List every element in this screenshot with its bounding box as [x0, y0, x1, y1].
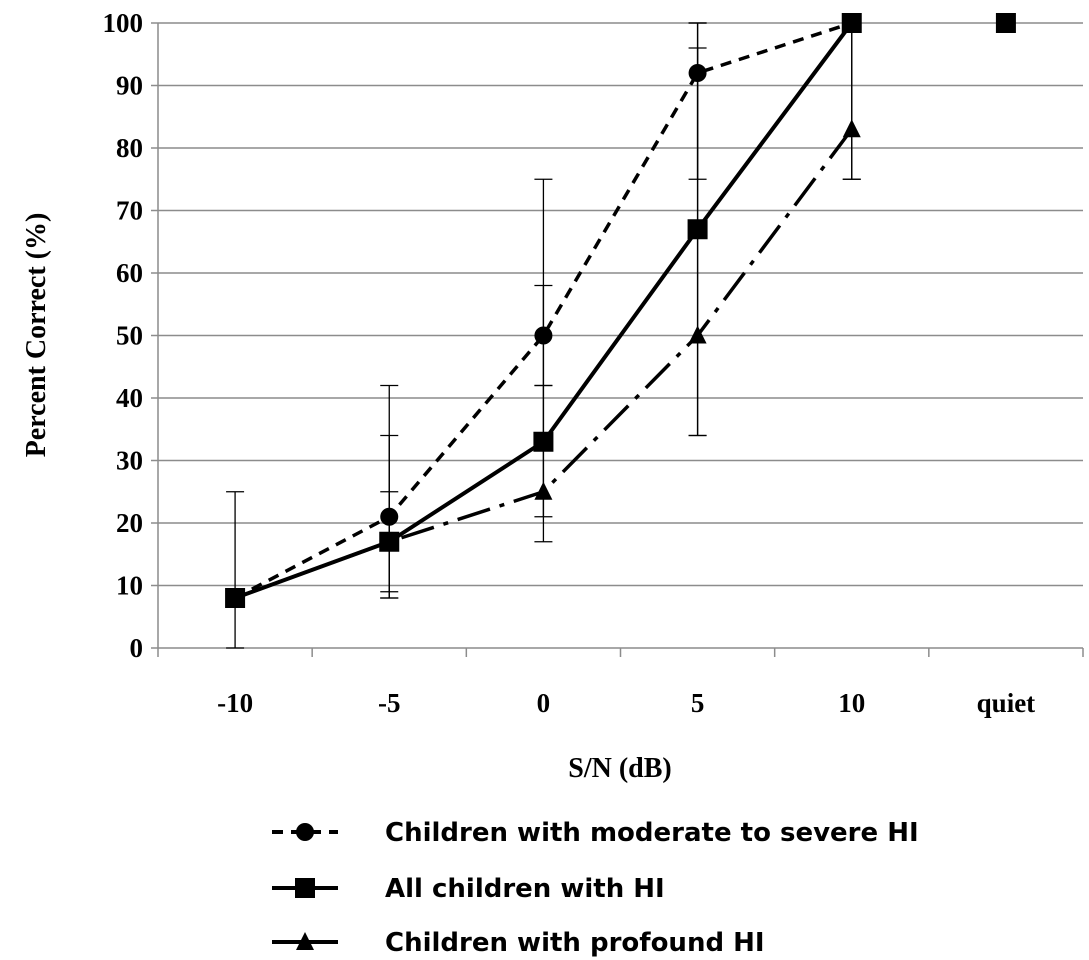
x-tick-label: -10: [217, 688, 253, 718]
y-tick-label: 50: [116, 321, 143, 351]
data-point-square: [841, 13, 862, 33]
legend-marker-triangle: [296, 932, 314, 950]
data-point-square: [533, 431, 554, 452]
x-tick-label: quiet: [977, 688, 1036, 718]
legend: Children with moderate to severe HI All c…: [272, 818, 919, 958]
y-tick-label: 80: [116, 133, 143, 163]
legend-label: All children with HI: [385, 874, 665, 904]
y-axis-title: Percent Correct (%): [21, 213, 52, 458]
x-tick-label: 0: [537, 688, 551, 718]
y-tick-label: 40: [116, 383, 143, 413]
y-tick-label: 10: [116, 571, 143, 601]
x-tick-label: 5: [691, 688, 705, 718]
legend-marker-circle: [296, 823, 314, 841]
x-tick-label: -5: [378, 688, 401, 718]
y-tick-label: 30: [116, 446, 143, 476]
x-axis-title: S/N (dB): [568, 753, 671, 784]
legend-label: Children with profound HI: [385, 928, 765, 958]
series-line-circle: [234, 21, 853, 600]
y-tick-labels: 0 10 20 30 40 50 60 70 80 90 100: [103, 8, 144, 663]
data-point-square: [687, 219, 708, 240]
y-tick-label: 90: [116, 71, 143, 101]
legend-item: All children with HI: [272, 874, 665, 904]
data-point-circle: [380, 507, 399, 526]
legend-item: Children with moderate to severe HI: [272, 818, 919, 848]
legend-label: Children with moderate to severe HI: [385, 818, 919, 848]
y-tick-label: 20: [116, 508, 143, 538]
series-markers: [225, 13, 1016, 608]
data-point-circle: [534, 326, 553, 345]
x-tick-label: 10: [838, 688, 865, 718]
data-point-circle: [688, 64, 707, 82]
legend-item: Children with profound HI: [272, 928, 765, 958]
data-point-square: [379, 531, 400, 552]
y-tick-label: 70: [116, 196, 143, 226]
data-point-square: [995, 13, 1016, 33]
data-point-triangle: [534, 481, 553, 500]
legend-marker-square: [295, 878, 315, 898]
grid-lines: [158, 22, 1083, 587]
y-tick-label: 0: [130, 633, 144, 663]
axes: [151, 22, 1084, 657]
y-tick-label: 100: [103, 8, 144, 38]
data-point-square: [225, 588, 246, 608]
x-tick-labels: -10 -5 0 5 10 quiet: [217, 688, 1035, 718]
y-tick-label: 60: [116, 258, 143, 288]
data-point-triangle: [688, 325, 707, 344]
data-point-triangle: [842, 119, 861, 138]
